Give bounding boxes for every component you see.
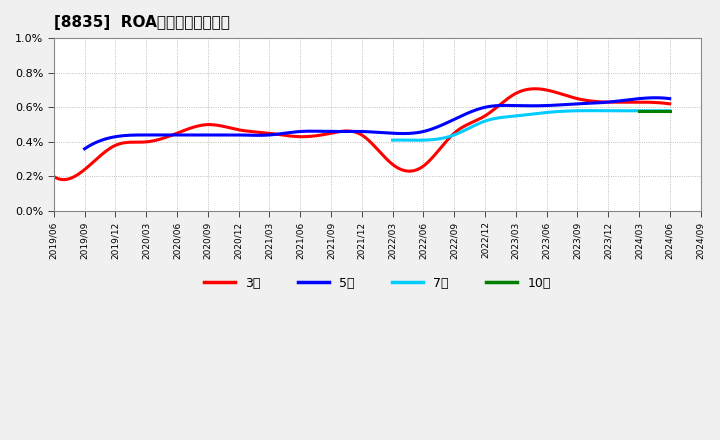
Text: [8835]  ROAの標準偏差の推移: [8835] ROAの標準偏差の推移 xyxy=(54,15,230,30)
Legend: 3年, 5年, 7年, 10年: 3年, 5年, 7年, 10年 xyxy=(199,272,556,295)
